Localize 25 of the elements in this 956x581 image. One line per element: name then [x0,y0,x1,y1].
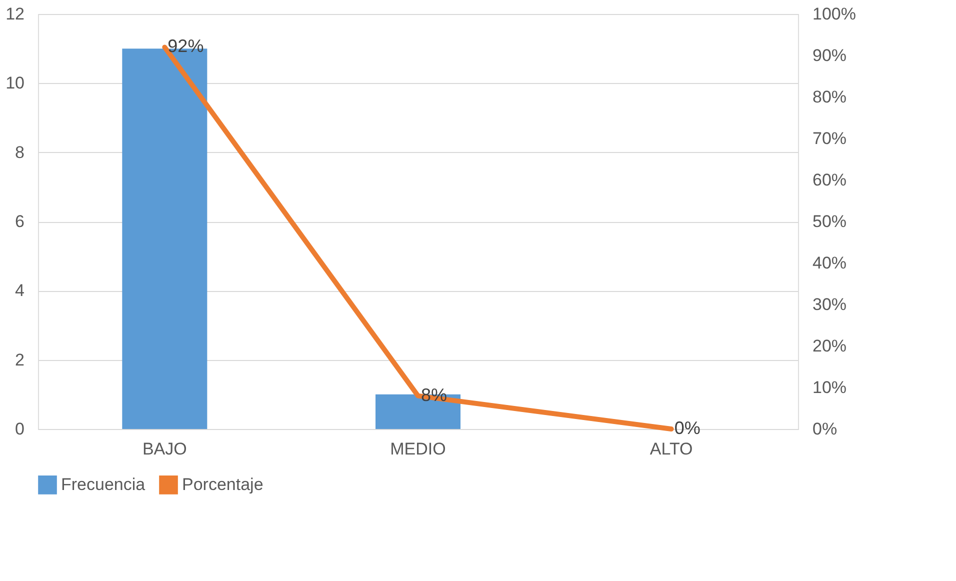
y-tick-label: 10 [6,74,24,93]
legend-label: Frecuencia [61,474,146,494]
legend-label: Porcentaje [182,474,264,494]
y2-tick-label: 100% [812,4,856,24]
y2-tick-label: 0% [812,420,838,438]
data-label: 8% [421,384,448,405]
y2-tick-label: 10% [812,378,847,397]
y2-tick-label: 70% [812,129,847,148]
y-tick-label: 4 [15,281,24,300]
y-tick-label: 2 [15,350,24,370]
y2-tick-label: 30% [812,295,847,314]
y-tick-label: 12 [6,4,24,24]
x-tick-label: BAJO [142,440,187,458]
y2-tick-label: 20% [812,336,847,356]
x-tick-label: ALTO [650,440,693,458]
y2-tick-label: 60% [812,170,847,190]
y2-tick-label: 40% [812,254,847,272]
y2-tick-label: 80% [812,88,847,106]
y-tick-label: 8 [15,142,24,162]
y2-tick-label: 50% [812,212,847,231]
y-tick-label: 6 [15,212,24,231]
y-tick-label: 0 [15,420,24,438]
x-tick-label: MEDIO [390,440,446,458]
data-label: 0% [674,418,700,438]
y2-tick-label: 90% [812,46,847,65]
